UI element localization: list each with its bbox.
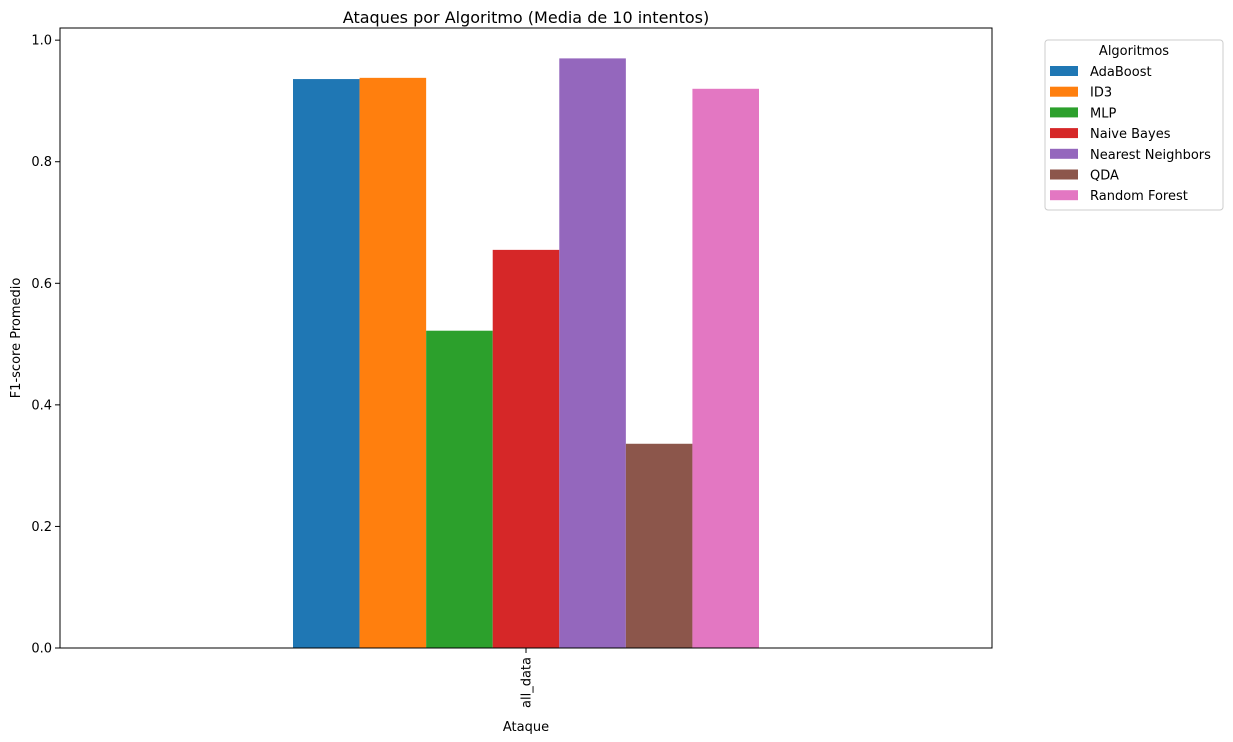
legend-title: Algoritmos [1099, 44, 1169, 59]
legend-label: Naive Bayes [1090, 127, 1171, 142]
legend-swatch [1050, 169, 1078, 180]
legend-label: Random Forest [1090, 189, 1188, 204]
legend-label: Nearest Neighbors [1090, 148, 1211, 163]
legend-swatch [1050, 107, 1078, 118]
y-tick-label: 0.4 [31, 398, 52, 413]
bars-group [293, 58, 759, 649]
y-tick-label: 0.8 [31, 155, 52, 170]
legend-box [1044, 39, 1224, 211]
y-axis-label: F1-score Promedio [9, 278, 24, 399]
y-tick-label: 0.6 [31, 277, 52, 292]
bar-mlp [426, 330, 493, 648]
x-tick-label: all_data [520, 657, 535, 708]
y-axis: 0.0 0.2 0.4 0.6 0.8 1.0 [31, 34, 60, 657]
x-axis-label: Ataque [503, 720, 549, 735]
legend-swatch [1050, 190, 1078, 201]
legend-swatch [1050, 128, 1078, 139]
bar-adaboost [293, 79, 360, 648]
legend-label: MLP [1090, 106, 1116, 121]
bar-qda [625, 443, 693, 648]
y-tick-label: 0.2 [31, 520, 52, 535]
legend-label: ID3 [1090, 86, 1112, 101]
bar-id3 [359, 77, 427, 648]
bar-random-forest [692, 88, 759, 649]
legend: Algoritmos AdaBoost ID3 MLP Naive Bayes Near… [1044, 39, 1224, 211]
legend-swatch [1050, 86, 1078, 97]
legend-label: AdaBoost [1090, 65, 1152, 80]
x-axis: all_data [520, 648, 535, 708]
chart-title: Ataques por Algoritmo (Media de 10 inten… [343, 8, 709, 27]
bar-nearest-neighbors [559, 58, 626, 649]
y-tick-label: 0.0 [31, 642, 52, 657]
y-tick-label: 1.0 [31, 34, 52, 49]
legend-swatch [1050, 148, 1078, 159]
legend-label: QDA [1090, 169, 1119, 184]
bar-naive-bayes [492, 249, 560, 649]
legend-swatch [1050, 66, 1078, 76]
